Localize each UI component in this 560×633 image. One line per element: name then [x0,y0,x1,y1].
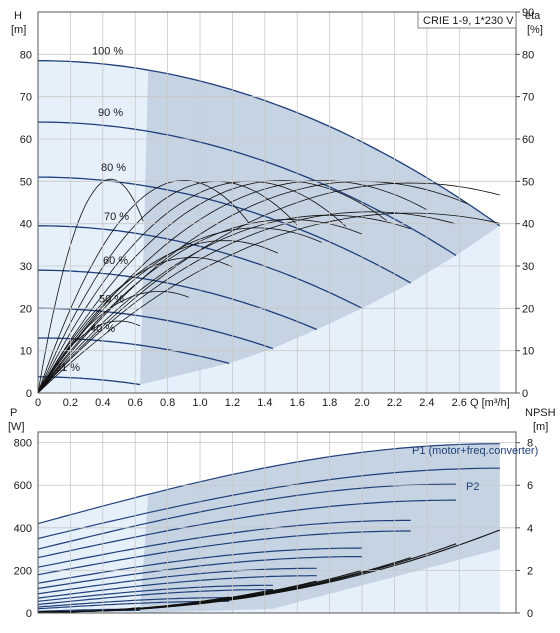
bottom-y-label-line1: P [10,407,17,419]
power-curve [38,443,500,525]
bottom-y2-tick-label: 6 [527,480,533,492]
bottom-y-tick-label: 200 [14,565,32,577]
top-x-tick-label: 0.8 [160,397,175,409]
top-y2-tick-label: 80 [522,49,534,61]
hq-curve-label: 40 % [90,323,115,335]
top-y2-tick-label: 70 [522,92,534,104]
bottom-y-label-line2: [W] [8,421,25,433]
top-y-tick-label: 30 [20,261,32,273]
eta-curve [38,182,500,393]
bottom-y2-tick-label: 8 [527,438,533,450]
eta-curve [38,227,322,393]
bottom-y-tick-label: 600 [14,480,32,492]
p2-label: P2 [466,481,479,493]
top-y-tick-label: 20 [20,303,32,315]
bottom-plot: 0 200 400 600 800 0 2 4 6 8 [14,431,533,620]
hq-curve [38,337,230,365]
power-curve [38,575,317,599]
bottom-y2-tick-label: 4 [527,523,533,535]
bottom-frame [37,431,517,614]
top-y2-tick-label: 10 [522,346,534,358]
eta-curve [38,212,500,393]
top-x-tick-label: 0 [35,397,41,409]
hq-curve-label: 70 % [104,211,129,223]
top-y2-label-line2: [%] [527,24,543,36]
power-curve [38,567,317,595]
eta-curve [38,180,249,393]
bottom-y2-tick-label: 0 [527,608,533,620]
eta-curve [38,240,278,393]
hq-curve-label: 60 % [103,255,128,267]
top-y-tick-label: 50 [20,176,32,188]
power-curve [38,483,456,550]
power-curve [38,584,273,602]
top-y2-label-line1: eta [525,10,541,22]
top-x-tick-label: 2.2 [387,397,402,409]
top-x-tick-label: 1.4 [257,397,272,409]
hq-curve-label: 21 % [55,362,80,374]
top-x-tick-label: 1.8 [322,397,337,409]
top-y2-tick-label: 50 [522,176,534,188]
legend-box-text: CRIE 1-9, 1*230 V [423,15,514,27]
top-x-tick-label: 2.6 [452,397,467,409]
top-y2-tick-label: 20 [522,303,534,315]
npsh-curve [38,607,141,613]
power-curve [38,597,230,608]
top-y-tick-label: 70 [20,92,32,104]
top-y2-tick-label: 60 [522,134,534,146]
top-x-tick-label: 1.2 [225,397,240,409]
top-x-tick-label: 2.0 [354,397,369,409]
top-x-tick-label: 1.6 [290,397,305,409]
power-curve [38,499,457,559]
hq-curve-label: 50 % [99,293,124,305]
top-operating-region [140,70,500,385]
top-y-tick-label: 10 [20,346,32,358]
bottom-y-tick-label: 400 [14,523,32,535]
hq-curve-label: 80 % [101,162,126,174]
top-y-label-line1: H [14,10,22,22]
top-x-tick-label: 2.4 [419,397,434,409]
bottom-y2-tick-label: 2 [527,565,533,577]
top-x-tick-label: 0.2 [63,397,78,409]
top-y-tick-label: 40 [20,219,32,231]
eta-curve [38,178,144,393]
top-y2-tick-label: 0 [522,388,528,400]
top-x-tick-label: 0.6 [128,397,143,409]
eta-curve [38,211,457,393]
top-y-tick-label: 0 [26,388,32,400]
power-curve [38,519,411,568]
top-frame [37,11,517,394]
top-y-tick-label: 60 [20,134,32,146]
hq-curve [38,60,501,227]
top-y2-tick-label: 40 [522,219,534,231]
top-x-tick-label: 1.0 [192,397,207,409]
p1-label: P1 (motor+freq.converter) [412,445,538,457]
legend-box [417,11,517,29]
top-y2-tick-label: 90 [522,7,534,19]
top-x-label: Q [m³/h] [470,397,510,409]
bottom-y2-label-line2: [m] [533,421,548,433]
hq-curve [38,269,317,331]
top-plot-clip [38,60,501,393]
eta-curve [38,180,347,393]
top-plot: 0 0.2 0.4 0.6 0.8 1.0 1.2 1.4 1.6 1.8 2.0 2.2 2.4 2.6… [20,7,535,409]
eta-curve [38,180,387,393]
bottom-y-tick-label: 800 [14,438,32,450]
bottom-y2-label-line1: NPSH [525,407,556,419]
hq-curve [38,121,457,256]
top-y2-tick-label: 30 [522,261,534,273]
power-curve [38,530,411,576]
power-curve [38,467,500,540]
top-y-tick-label: 80 [20,49,32,61]
top-x-tick-label: 0.4 [95,397,110,409]
eta-curve [38,214,411,393]
hq-curve-label: 100 % [92,46,123,58]
hq-curve [38,176,412,284]
hq-curve-label: 90 % [98,107,123,119]
power-curve [38,589,273,606]
top-y-label-line2: [m] [11,24,26,36]
bottom-y-tick-label: 0 [26,608,32,620]
